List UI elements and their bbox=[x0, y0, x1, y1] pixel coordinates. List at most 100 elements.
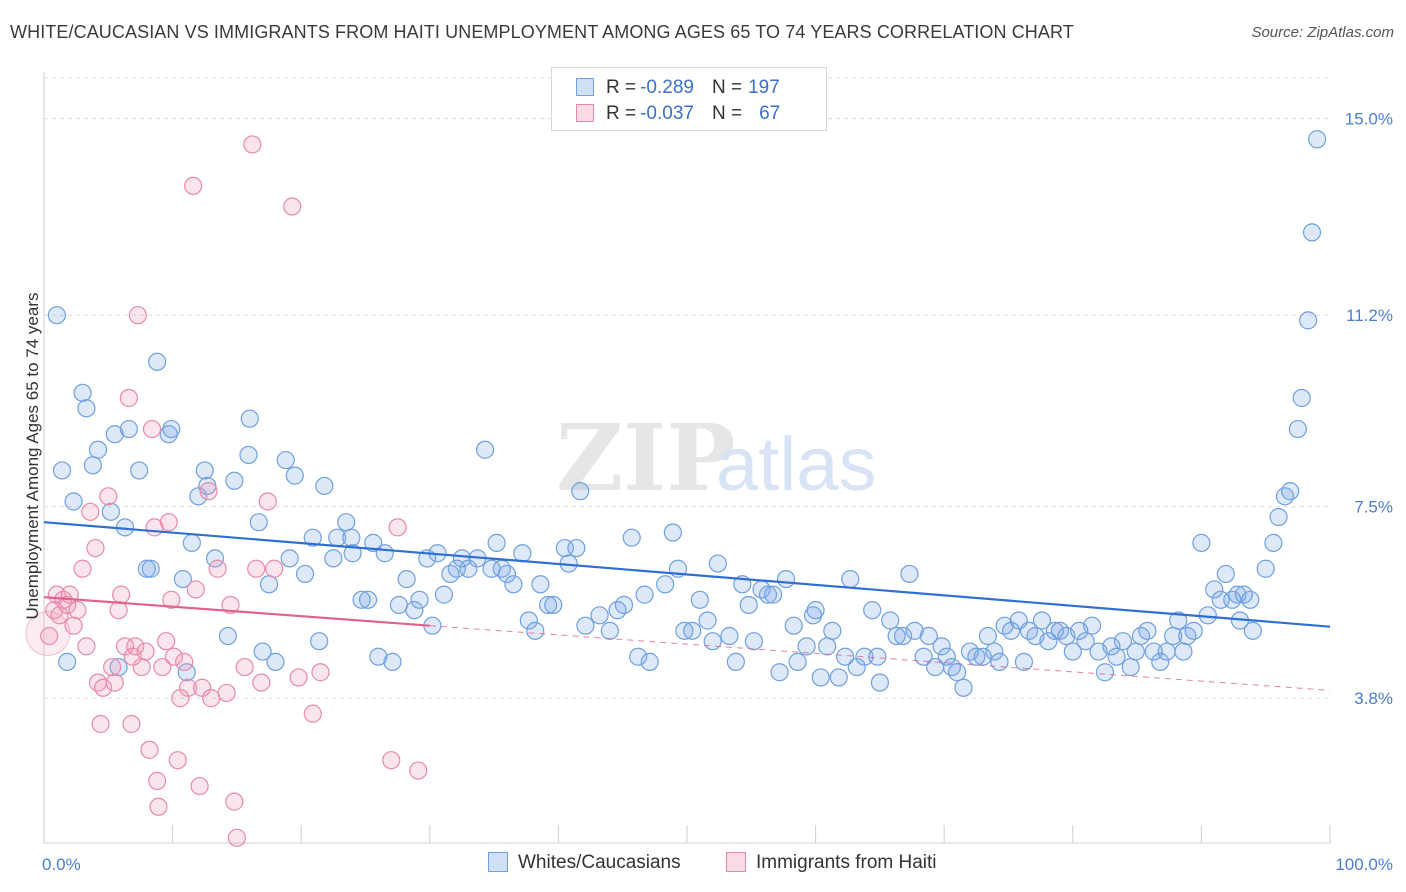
whites-point bbox=[571, 482, 590, 501]
whites-point bbox=[1308, 130, 1327, 149]
whites-point bbox=[1157, 642, 1176, 661]
watermark-atlas: atlas bbox=[716, 422, 877, 507]
whites-point bbox=[675, 621, 694, 640]
haiti-point bbox=[283, 197, 302, 216]
whites-point bbox=[369, 647, 388, 666]
haiti-point bbox=[217, 683, 236, 703]
whites-point bbox=[1144, 642, 1163, 661]
whites-point bbox=[1102, 637, 1121, 656]
haiti-point bbox=[184, 176, 203, 195]
haiti-point bbox=[227, 828, 246, 847]
whites-point bbox=[358, 590, 378, 609]
whites-point bbox=[663, 523, 682, 542]
series-haiti-points bbox=[25, 135, 428, 847]
legend-row-haiti: R = -0.037 N = 67 bbox=[576, 103, 780, 125]
whites-point bbox=[324, 549, 343, 568]
watermark-zip: ZIP bbox=[556, 404, 735, 512]
whites-point bbox=[1169, 611, 1188, 630]
whites-point bbox=[1223, 590, 1242, 609]
whites-point bbox=[83, 456, 102, 475]
whites-point bbox=[364, 533, 383, 552]
whites-point bbox=[389, 595, 409, 615]
haiti-point-large bbox=[25, 610, 71, 656]
whites-point bbox=[905, 621, 924, 640]
whites-point bbox=[513, 544, 532, 563]
whites-point bbox=[410, 590, 429, 609]
whites-point bbox=[141, 559, 160, 578]
whites-point bbox=[919, 626, 938, 646]
whites-point bbox=[205, 549, 225, 568]
haiti-point bbox=[199, 482, 218, 501]
whites-point bbox=[656, 575, 675, 594]
haiti-point bbox=[164, 647, 183, 666]
whites-point bbox=[452, 549, 472, 568]
haiti-point bbox=[247, 559, 266, 578]
whites-point bbox=[823, 621, 842, 640]
legend-r-value-whites: -0.289 bbox=[640, 77, 694, 98]
whites-point bbox=[739, 595, 758, 615]
whites-point bbox=[280, 549, 299, 568]
whites-point bbox=[818, 637, 837, 656]
legend-item-haiti[interactable]: Immigrants from Haiti bbox=[726, 852, 937, 874]
haiti-point bbox=[128, 306, 147, 325]
axes bbox=[43, 72, 1331, 844]
watermark: ZIP atlas bbox=[556, 404, 877, 512]
whites-point bbox=[1095, 663, 1115, 682]
whites-point bbox=[881, 611, 900, 630]
whites-point bbox=[182, 533, 201, 552]
chart-source: Source: ZipAtlas.com bbox=[1251, 24, 1394, 41]
haiti-point bbox=[81, 502, 100, 521]
whites-point bbox=[985, 642, 1004, 661]
whites-point bbox=[1275, 487, 1295, 506]
legend-swatch-whites bbox=[576, 78, 594, 96]
x-tick-label: 0.0% bbox=[42, 855, 81, 874]
whites-point bbox=[1121, 657, 1140, 677]
whites-point bbox=[1299, 311, 1318, 330]
haiti-point bbox=[94, 678, 113, 697]
haiti-point bbox=[265, 559, 284, 578]
whites-point bbox=[343, 544, 362, 563]
whites-point bbox=[1174, 642, 1193, 661]
whites-point bbox=[1243, 621, 1262, 640]
whites-point bbox=[544, 595, 563, 615]
chart-title: WHITE/CAUCASIAN VS IMMIGRANTS FROM HAITI… bbox=[10, 22, 1074, 42]
whites-point bbox=[811, 668, 830, 687]
whites-point bbox=[101, 502, 120, 521]
whites-point bbox=[806, 601, 825, 620]
haiti-point bbox=[193, 678, 212, 697]
whites-point bbox=[249, 513, 268, 532]
haiti-point bbox=[186, 580, 205, 599]
whites-point bbox=[954, 678, 973, 697]
whites-point bbox=[1281, 482, 1300, 501]
whites-point bbox=[315, 476, 334, 496]
whites-point bbox=[703, 632, 722, 651]
whites-point bbox=[337, 513, 356, 532]
haiti-point bbox=[162, 590, 181, 609]
legend-label-whites: Whites/Caucasians bbox=[518, 852, 681, 873]
whites-point bbox=[375, 544, 394, 563]
whites-point bbox=[475, 440, 495, 459]
legend-row-whites: R = -0.289 N = 197 bbox=[576, 77, 780, 99]
haiti-point bbox=[178, 678, 198, 697]
haiti-point bbox=[153, 657, 172, 677]
whites-point bbox=[868, 647, 887, 666]
whites-point bbox=[177, 663, 196, 682]
haiti-point bbox=[91, 714, 110, 734]
legend-swatch-haiti bbox=[576, 104, 594, 122]
whites-point bbox=[1184, 621, 1203, 640]
whites-point bbox=[708, 554, 727, 573]
whites-point bbox=[105, 425, 124, 444]
whites-point bbox=[788, 652, 807, 671]
whites-point bbox=[576, 616, 595, 635]
haiti-point bbox=[202, 689, 221, 708]
legend-item-whites[interactable]: Whites/Caucasians bbox=[488, 852, 681, 874]
whites-point bbox=[253, 642, 272, 661]
y-tick-label: 11.2% bbox=[1346, 306, 1393, 325]
legend-n-label: N = bbox=[711, 103, 743, 124]
whites-point bbox=[1082, 616, 1102, 635]
trend-line-haiti bbox=[43, 596, 430, 627]
whites-point bbox=[73, 383, 92, 402]
whites-point bbox=[218, 626, 237, 646]
whites-point bbox=[1032, 611, 1052, 630]
